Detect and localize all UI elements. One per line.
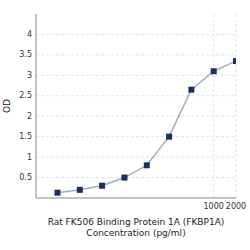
marker (233, 58, 236, 64)
marker (77, 187, 83, 193)
x-axis-label: Rat FK506 Binding Protein 1A (FKBP1A)Con… (48, 217, 225, 238)
plot-area (54, 58, 236, 196)
y-tick-label: 3 (27, 71, 32, 80)
grid-line (36, 116, 236, 117)
grid-line (36, 136, 236, 137)
marker (121, 175, 127, 181)
y-axis-line (36, 14, 37, 198)
grid-line (36, 177, 236, 178)
marker (144, 162, 150, 168)
grid-line (36, 75, 236, 76)
y-tick-label: 1 (27, 153, 32, 162)
grid (36, 14, 236, 198)
y-tick-label: 2 (27, 112, 32, 121)
marker (54, 190, 60, 196)
grid-line (36, 157, 236, 158)
marker (211, 68, 217, 74)
y-tick-label: 4 (27, 30, 32, 39)
line (57, 61, 236, 193)
grid-line (36, 34, 236, 35)
x-tick-label: 1000 (204, 202, 224, 211)
grid-line (36, 95, 236, 96)
y-tick-label: 2.5 (19, 91, 32, 100)
x-axis-line (36, 198, 236, 199)
y-axis-label: OD (2, 99, 12, 113)
marker (188, 87, 194, 93)
grid-line (213, 14, 214, 198)
marker (166, 134, 172, 140)
marker (99, 183, 105, 189)
y-tick-label: 0.5 (19, 173, 32, 182)
chart: 0.5 1 1.5 2 2.5 3 3.5 4 10002000Rat FK506 Bindin… (0, 0, 250, 250)
y-tick-label: 3.5 (19, 50, 32, 59)
grid-line (36, 54, 236, 55)
grid-line (236, 14, 237, 198)
x-tick-label: 2000 (226, 202, 246, 211)
y-tick-label: 1.5 (19, 132, 32, 141)
